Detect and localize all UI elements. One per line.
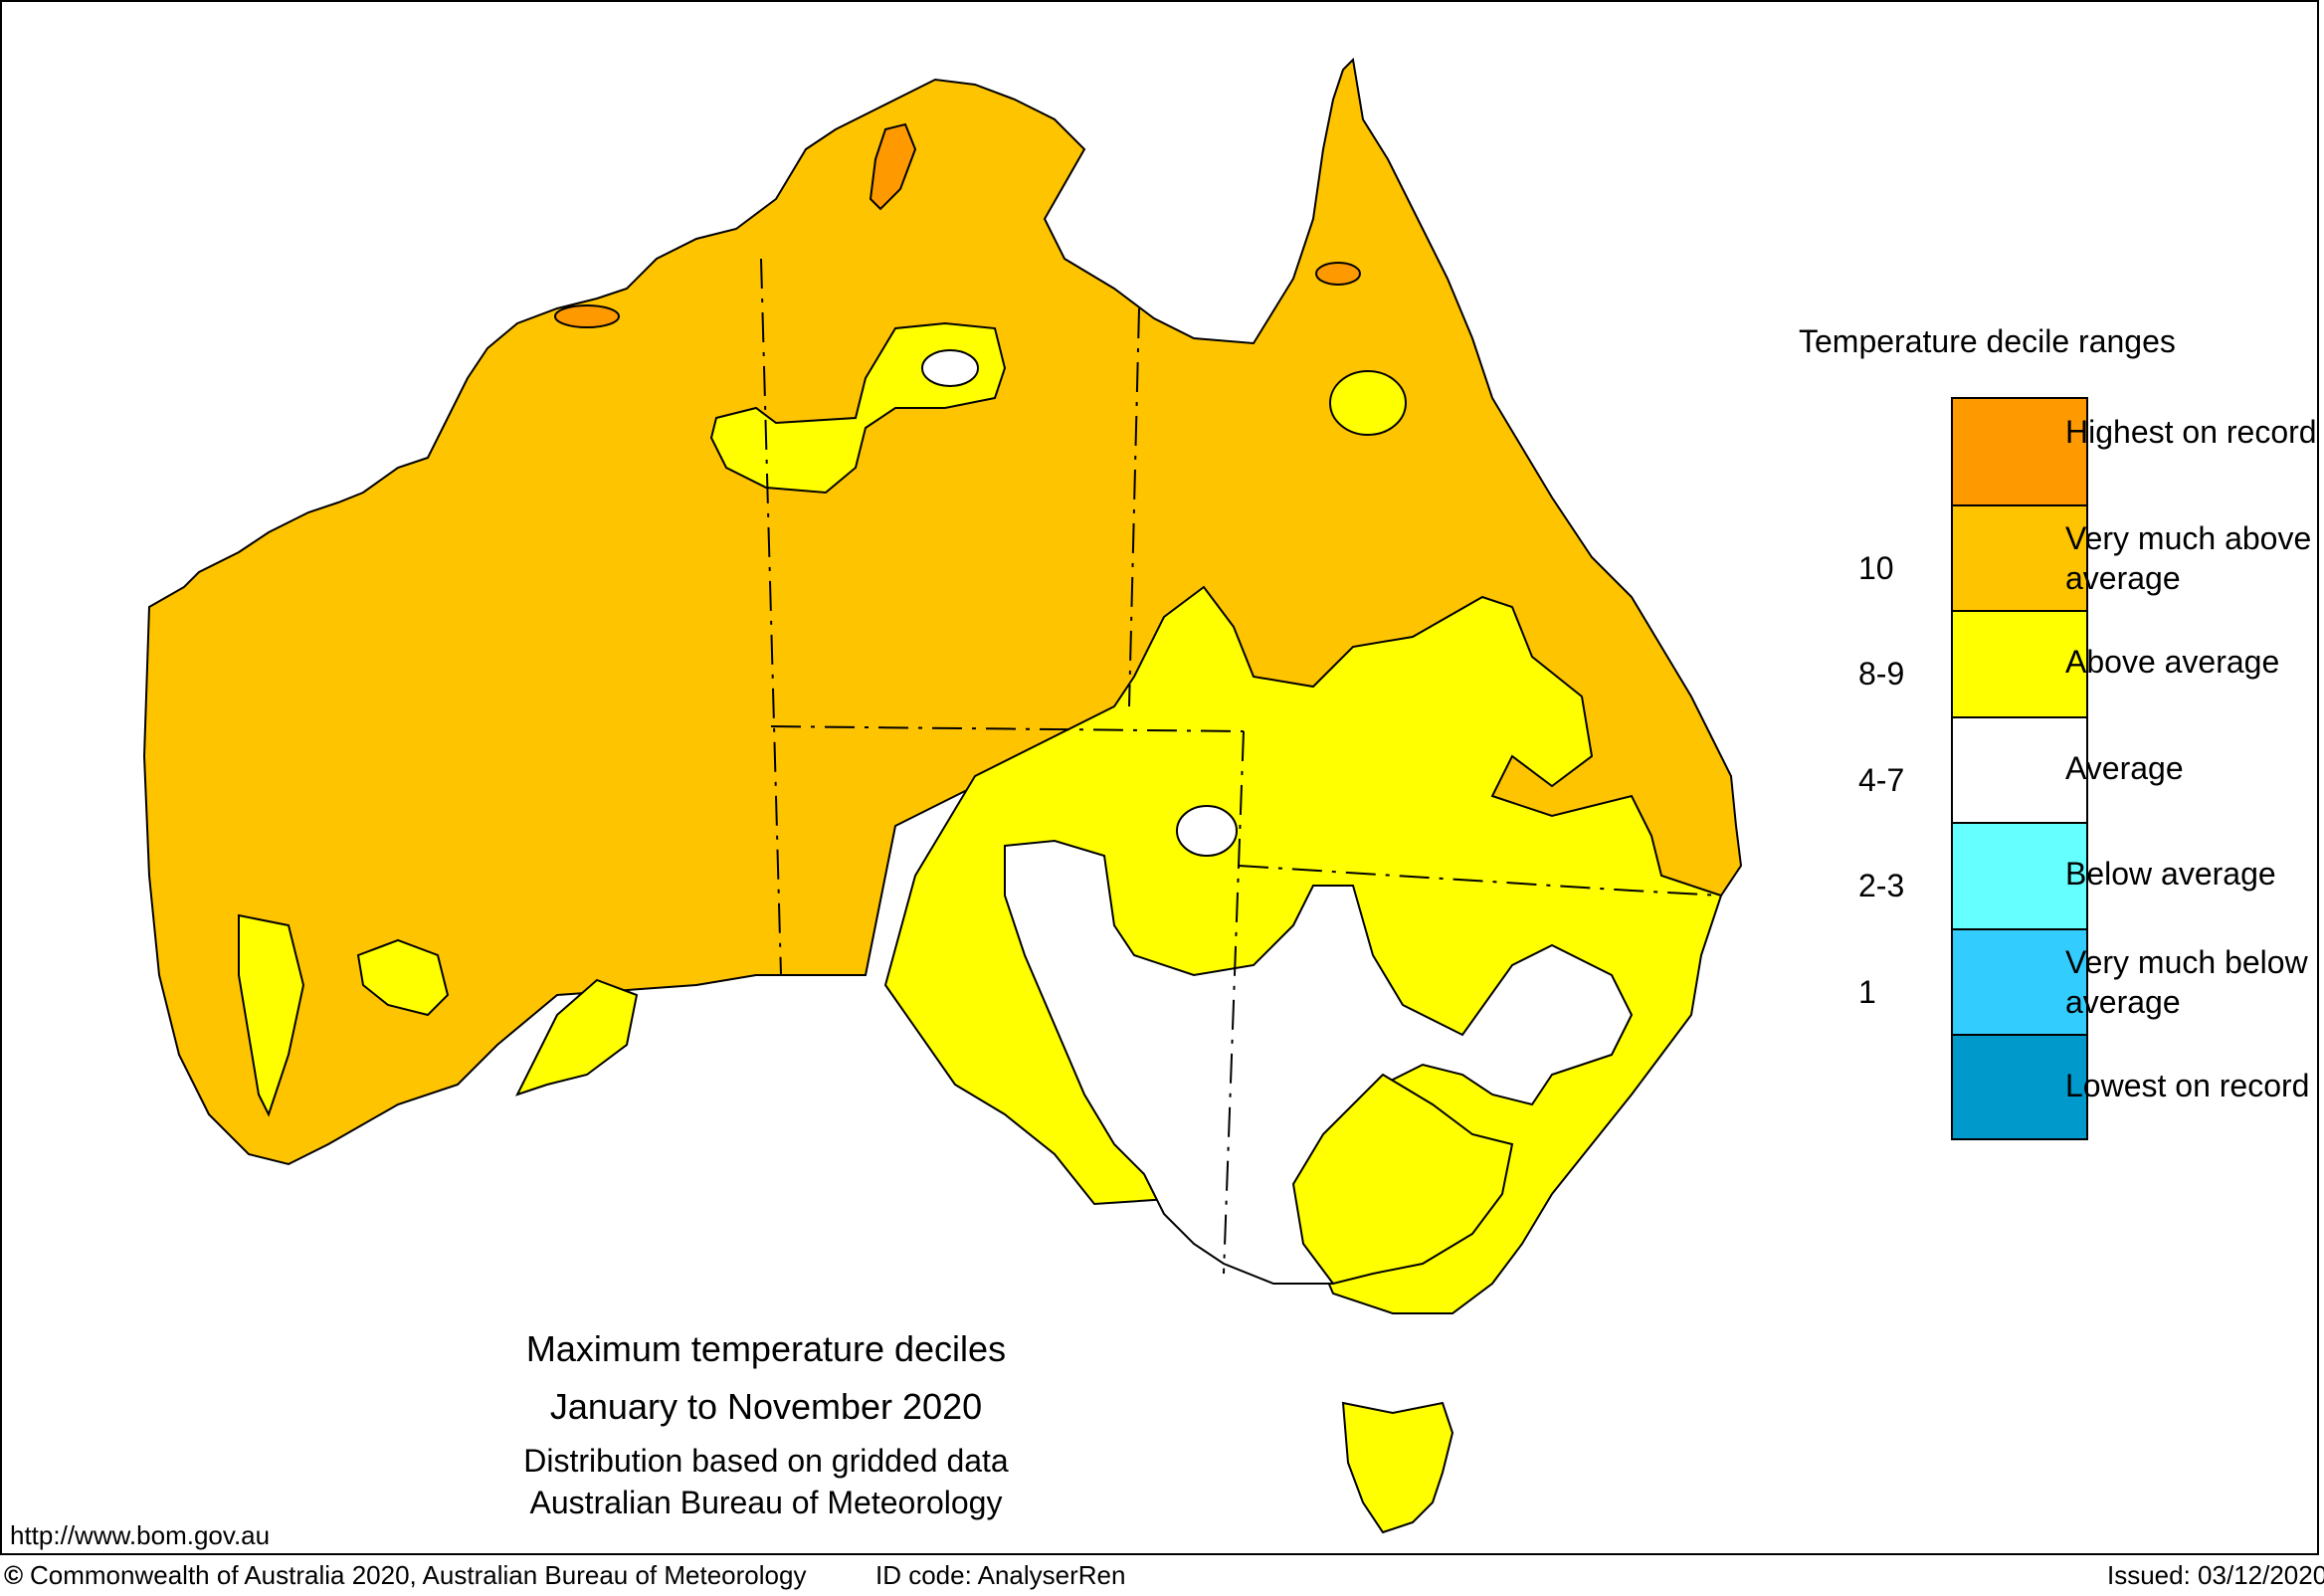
legend-label: Highest on record	[2065, 414, 2317, 450]
legend-swatch	[1952, 503, 2087, 610]
legend-swatch	[1952, 927, 2087, 1034]
wa-southwest-above-average-region	[238, 913, 305, 1117]
copyright-text: Commonwealth of Australia 2020, Australi…	[30, 1560, 807, 1590]
state-borders	[760, 258, 1722, 1275]
nt-average-patch	[921, 349, 979, 387]
qld-highest-on-record-patch	[1315, 262, 1361, 286]
map-agency: Australian Bureau of Meteorology	[529, 1485, 1003, 1520]
id-code: ID code: AnalyserRen	[875, 1560, 1126, 1590]
legend-decile-code: 1	[1858, 973, 1876, 1010]
legend-label: Above average	[2065, 644, 2280, 680]
copyright-icon: ©	[4, 1560, 24, 1590]
wa-south-coast-above-average-region	[515, 978, 639, 1097]
mainland-very-much-above-average-region	[142, 57, 1743, 1166]
legend-swatch	[1952, 1034, 2087, 1140]
tasmania-above-average-region	[1341, 1401, 1454, 1534]
legend-decile-code: 8-9	[1858, 656, 1905, 692]
map-period: January to November 2020	[549, 1386, 983, 1427]
victoria-above-average-region	[1291, 1073, 1514, 1286]
footer: © Commonwealth of Australia 2020, Austra…	[0, 1560, 2324, 1596]
sa-average-patch	[1176, 805, 1238, 857]
legend-label: Very much above average	[2065, 519, 2312, 596]
legend-label: Very much below average	[2065, 943, 2308, 1020]
source-url[interactable]: http://www.bom.gov.au	[10, 1520, 271, 1550]
legend-swatch	[1952, 822, 2087, 928]
legend-title: Temperature decile ranges	[1799, 323, 2176, 359]
legend-swatch	[1952, 610, 2087, 716]
wa-above-average-patch	[356, 938, 450, 1017]
legend-label: Below average	[2065, 856, 2276, 892]
map-title: Maximum temperature deciles	[525, 1328, 1007, 1369]
legend-label: Average	[2065, 749, 2184, 786]
legend-label: Lowest on record	[2065, 1068, 2310, 1103]
legend-swatch	[1952, 398, 2087, 504]
legend-decile-code: 10	[1858, 549, 1894, 586]
legend-decile-code: 2-3	[1858, 868, 1905, 903]
legend-swatch	[1952, 715, 2087, 822]
issued-date: Issued: 03/12/2020	[2107, 1560, 2324, 1590]
map-method: Distribution based on gridded data	[523, 1443, 1009, 1479]
southeast-average-region	[1004, 839, 1634, 1285]
nt-highest-on-record-patch	[869, 122, 917, 211]
legend-decile-code: 4-7	[1858, 761, 1905, 798]
kimberley-highest-on-record-patch	[554, 304, 620, 328]
qld-above-average-patch	[1329, 370, 1407, 436]
